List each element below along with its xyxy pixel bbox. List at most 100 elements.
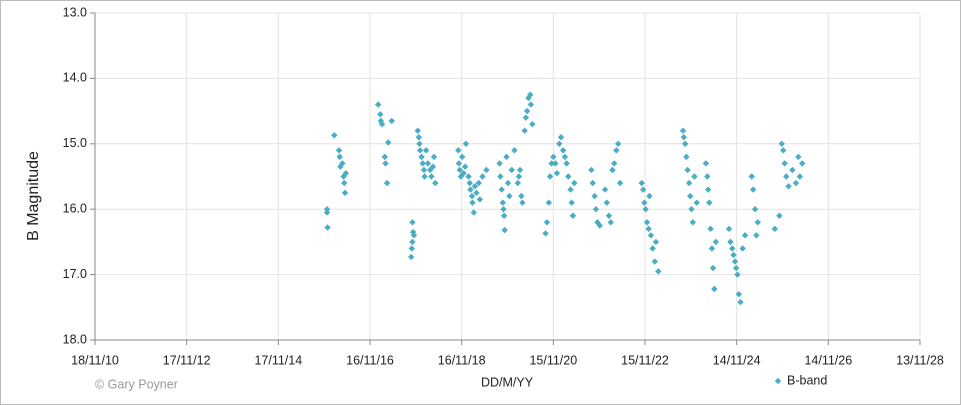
data-point <box>430 153 438 161</box>
data-point <box>735 291 743 298</box>
data-point <box>428 173 435 180</box>
data-point <box>518 192 525 200</box>
data-point <box>456 166 463 174</box>
data-point <box>645 225 652 233</box>
data-point <box>527 91 534 98</box>
data-point <box>341 189 349 197</box>
copyright: © Gary Poyner <box>95 377 178 391</box>
data-point <box>418 153 425 161</box>
data-point <box>711 285 718 293</box>
data-point <box>616 179 624 187</box>
data-point <box>640 186 647 193</box>
data-point <box>468 192 476 200</box>
data-point <box>567 186 574 193</box>
y-tick-label: 18.0 <box>63 332 87 346</box>
data-point <box>783 173 790 180</box>
data-point <box>795 153 802 161</box>
x-tick-label: 14/11/24 <box>713 353 761 367</box>
data-point <box>712 238 720 246</box>
data-point <box>462 140 470 147</box>
data-point <box>614 140 622 147</box>
data-point <box>568 199 575 206</box>
data-point <box>342 170 350 177</box>
data-point <box>749 186 757 193</box>
data-point <box>419 160 426 167</box>
data-point <box>565 173 572 180</box>
data-point <box>331 132 338 139</box>
data-point <box>552 160 559 167</box>
data-point <box>706 199 713 206</box>
data-point <box>479 173 486 180</box>
data-point <box>416 140 423 147</box>
data-point <box>458 153 466 161</box>
data-point <box>709 264 717 272</box>
data-point <box>410 232 418 239</box>
data-point <box>739 245 746 252</box>
data-point <box>603 199 611 206</box>
data-point <box>687 192 694 200</box>
x-tick-label: 15/11/22 <box>621 353 669 367</box>
data-point <box>374 101 382 108</box>
data-point <box>381 153 389 161</box>
data-point <box>341 179 348 187</box>
data-point <box>679 127 687 134</box>
x-tick-label: 17/11/14 <box>254 353 302 367</box>
data-point <box>422 147 430 154</box>
data-point <box>556 140 563 147</box>
data-point <box>421 173 428 180</box>
data-point <box>559 147 567 154</box>
data-point <box>506 192 513 200</box>
y-tick-label: 13.0 <box>63 5 87 19</box>
data-point <box>751 206 759 213</box>
data-point <box>643 219 651 226</box>
data-point <box>388 117 395 125</box>
data-point <box>469 199 476 206</box>
data-point <box>465 173 472 180</box>
data-point <box>335 147 343 154</box>
data-point <box>385 139 392 146</box>
data-point <box>409 219 416 226</box>
data-point <box>466 179 473 187</box>
data-point <box>693 199 700 206</box>
data-point <box>460 170 467 177</box>
data-point <box>519 199 526 206</box>
y-tick-label: 16.0 <box>63 201 87 215</box>
data-point <box>702 160 710 167</box>
data-point <box>638 179 645 187</box>
data-point <box>471 183 479 190</box>
data-point <box>455 147 462 154</box>
data-point <box>408 245 416 252</box>
data-point <box>500 206 507 213</box>
data-point <box>415 134 423 141</box>
data-point <box>511 147 518 154</box>
data-point <box>588 166 595 174</box>
data-point <box>323 209 331 216</box>
data-point <box>563 160 570 167</box>
x-tick-label: 14/11/26 <box>804 353 852 367</box>
data-point <box>382 160 389 167</box>
data-point <box>792 179 800 187</box>
data-point <box>340 173 347 180</box>
data-point <box>569 212 577 219</box>
x-tick-label: 16/11/16 <box>346 353 394 367</box>
data-point <box>796 173 804 180</box>
data-point <box>473 189 480 197</box>
data-point <box>776 212 783 219</box>
data-point <box>557 134 565 141</box>
x-tick-label: 16/11/18 <box>438 353 486 367</box>
data-point <box>515 173 523 180</box>
data-point <box>684 166 691 174</box>
y-tick-label: 15.0 <box>63 136 87 150</box>
data-point <box>596 222 603 229</box>
data-point <box>655 268 662 275</box>
data-point <box>383 179 391 187</box>
data-point <box>323 206 331 213</box>
data-point <box>409 238 416 246</box>
data-point <box>707 225 714 233</box>
data-point <box>613 147 620 154</box>
data-point <box>649 245 656 252</box>
data-point <box>483 166 490 174</box>
data-point <box>476 196 484 203</box>
